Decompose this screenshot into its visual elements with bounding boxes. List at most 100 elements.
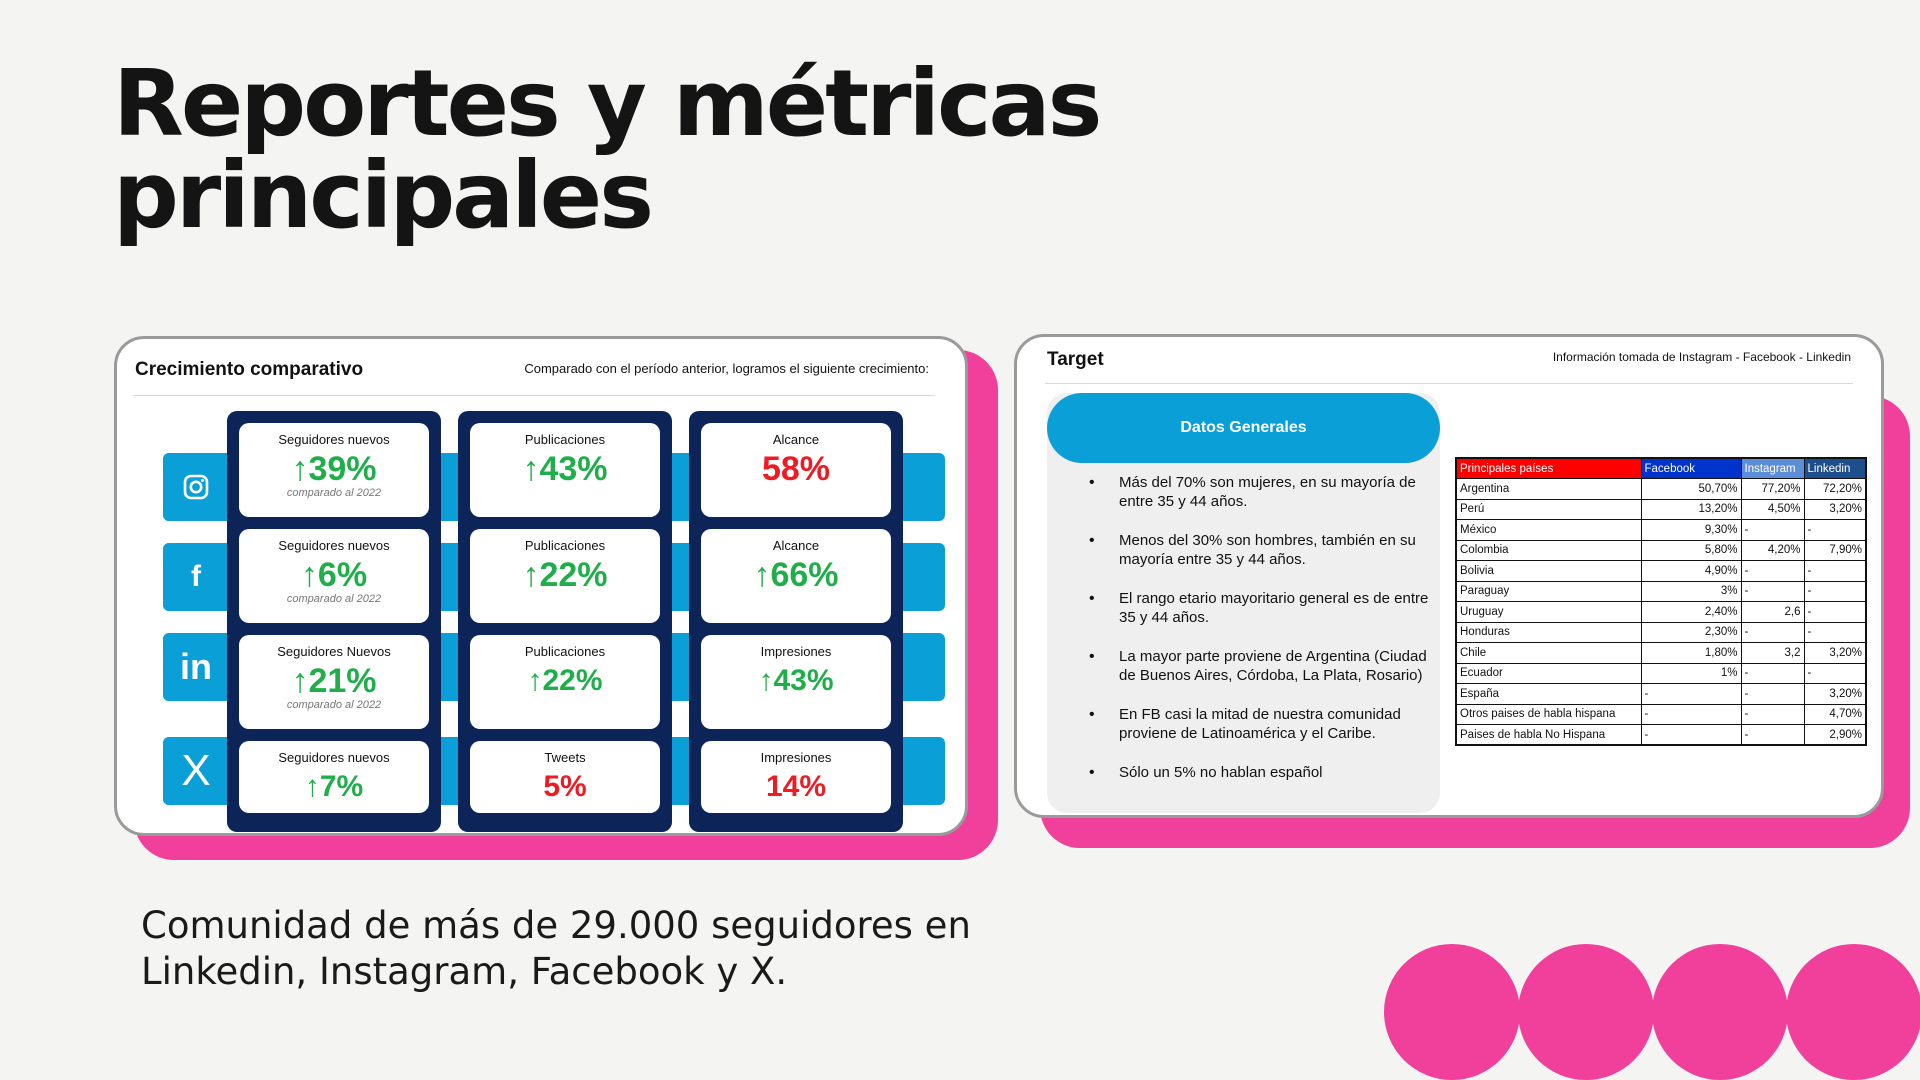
metric-label: Alcance: [772, 432, 820, 447]
value-cell: 2,6: [1740, 601, 1805, 623]
metric-label: Publicaciones: [524, 538, 606, 553]
posts-column: Publicaciones ↑43% Publicaciones ↑22% Pu…: [458, 411, 672, 832]
table-row: Argentina 50,70% 77,20% 72,20%: [1455, 478, 1867, 500]
growth-card-subtitle: Comparado con el período anterior, logra…: [524, 361, 929, 376]
country-cell: Paraguay: [1455, 580, 1642, 602]
metric-value: ↑7%: [304, 770, 364, 803]
metric-label: Publicaciones: [524, 644, 606, 659]
value-cell: -: [1803, 621, 1867, 643]
list-item: Más del 70% son mujeres, en su mayoría d…: [1089, 473, 1429, 511]
community-text: Comunidad de más de 29.000 seguidores en…: [141, 903, 971, 995]
table-row: Uruguay 2,40% 2,6-: [1455, 601, 1867, 623]
table-body: Argentina 50,70% 77,20% 72,20% Perú 13,20% 4,5…: [1455, 478, 1867, 746]
followers-column: Seguidores nuevos ↑39% comparado al 2022…: [227, 411, 441, 832]
linkedin-icon: in: [163, 633, 229, 701]
metric-label: Seguidores Nuevos: [277, 644, 391, 659]
target-card-subtitle: Información tomada de Instagram - Facebo…: [1552, 350, 1851, 364]
table-row: Chile 1,80% 3,2 3,20%: [1455, 642, 1867, 664]
list-item: Sólo un 5% no hablan español: [1089, 763, 1429, 782]
decorative-circle: [1652, 944, 1788, 1080]
country-cell: España: [1455, 683, 1642, 705]
country-cell: Perú: [1455, 498, 1642, 520]
metric-card: Seguidores nuevos ↑6% comparado al 2022: [239, 529, 429, 623]
value-cell: -: [1740, 519, 1805, 541]
value-cell: 50,70%: [1640, 478, 1742, 500]
list-item: La mayor parte proviene de Argentina (Ci…: [1089, 647, 1429, 685]
facebook-icon: f: [163, 543, 229, 611]
general-data-panel: Datos Generales Más del 70% son mujeres,…: [1047, 393, 1440, 813]
metric-label: Tweets: [544, 750, 586, 765]
table-row: Otros paises de habla hispana - -4,70%: [1455, 703, 1867, 725]
x-icon: X: [163, 737, 229, 805]
value-cell: 3,20%: [1803, 683, 1867, 705]
value-cell: 2,40%: [1640, 601, 1742, 623]
decorative-circle: [1786, 944, 1920, 1080]
metric-value: ↑22%: [522, 556, 608, 594]
country-cell: Uruguay: [1455, 601, 1642, 623]
country-cell: Argentina: [1455, 478, 1642, 500]
country-cell: Honduras: [1455, 621, 1642, 643]
metric-card: Alcance 58%: [701, 423, 891, 517]
value-cell: 7,90%: [1803, 539, 1867, 561]
community-line2: Linkedin, Instagram, Facebook y X.: [141, 950, 788, 993]
value-cell: -: [1803, 519, 1867, 541]
value-cell: -: [1740, 662, 1805, 684]
table-row: Ecuador 1% - -: [1455, 662, 1867, 684]
country-cell: Chile: [1455, 642, 1642, 664]
value-cell: 5,80%: [1640, 539, 1742, 561]
value-cell: -: [1740, 703, 1805, 725]
metric-label: Publicaciones: [524, 432, 606, 447]
metric-card: Seguidores nuevos ↑7%: [239, 741, 429, 813]
table-row: Bolivia 4,90% - -: [1455, 560, 1867, 582]
metric-card: Alcance ↑66%: [701, 529, 891, 623]
decorative-circle: [1518, 944, 1654, 1080]
metric-label: Seguidores nuevos: [278, 538, 390, 553]
metric-value: ↑66%: [753, 556, 839, 594]
metric-note: comparado al 2022: [286, 593, 382, 605]
table-row: Perú 13,20% 4,50% 3,20%: [1455, 498, 1867, 520]
value-cell: -: [1740, 621, 1805, 643]
general-data-list: Más del 70% son mujeres, en su mayoría d…: [1089, 473, 1429, 802]
decorative-circle: [1384, 944, 1520, 1080]
metric-label: Alcance: [772, 538, 820, 553]
metric-value: 14%: [765, 770, 827, 803]
value-cell: -: [1640, 703, 1742, 725]
value-cell: 4,50%: [1740, 498, 1805, 520]
metric-card: Impresiones 14%: [701, 741, 891, 813]
country-cell: Paises de habla No Hispana: [1455, 724, 1642, 746]
value-cell: -: [1740, 560, 1805, 582]
metric-value: ↑21%: [291, 662, 377, 700]
general-data-title: Datos Generales: [1047, 393, 1440, 463]
value-cell: -: [1803, 601, 1867, 623]
growth-card: Crecimiento comparativo Comparado con el…: [114, 336, 968, 836]
country-cell: Bolivia: [1455, 560, 1642, 582]
metric-value: ↑6%: [300, 556, 368, 594]
metric-card: Publicaciones ↑22%: [470, 529, 660, 623]
value-cell: 3%: [1640, 580, 1742, 602]
instagram-icon: [163, 453, 229, 521]
metric-note: comparado al 2022: [286, 699, 382, 711]
table-row: Colombia 5,80% 4,20% 7,90%: [1455, 539, 1867, 561]
value-cell: 72,20%: [1803, 478, 1867, 500]
target-card: Target Información tomada de Instagram -…: [1014, 334, 1884, 818]
community-line1: Comunidad de más de 29.000 seguidores en: [141, 904, 971, 947]
value-cell: -: [1803, 580, 1867, 602]
page-title-line1: Reportes y métricas: [113, 50, 1102, 157]
metric-card: Tweets 5%: [470, 741, 660, 813]
value-cell: 1%: [1640, 662, 1742, 684]
metric-card: Publicaciones ↑22%: [470, 635, 660, 729]
value-cell: 3,20%: [1803, 642, 1867, 664]
country-cell: Ecuador: [1455, 662, 1642, 684]
metric-value: 58%: [761, 450, 831, 488]
country-cell: México: [1455, 519, 1642, 541]
table-row: España - -3,20%: [1455, 683, 1867, 705]
header-facebook: Facebook: [1640, 457, 1742, 479]
value-cell: 2,90%: [1803, 724, 1867, 746]
metric-value: ↑43%: [522, 450, 608, 488]
value-cell: 4,90%: [1640, 560, 1742, 582]
metric-label: Impresiones: [760, 750, 832, 765]
header-instagram: Instagram: [1740, 457, 1805, 479]
value-cell: 2,30%: [1640, 621, 1742, 643]
country-cell: Otros paises de habla hispana: [1455, 703, 1642, 725]
header-countries: Principales países: [1455, 457, 1642, 479]
